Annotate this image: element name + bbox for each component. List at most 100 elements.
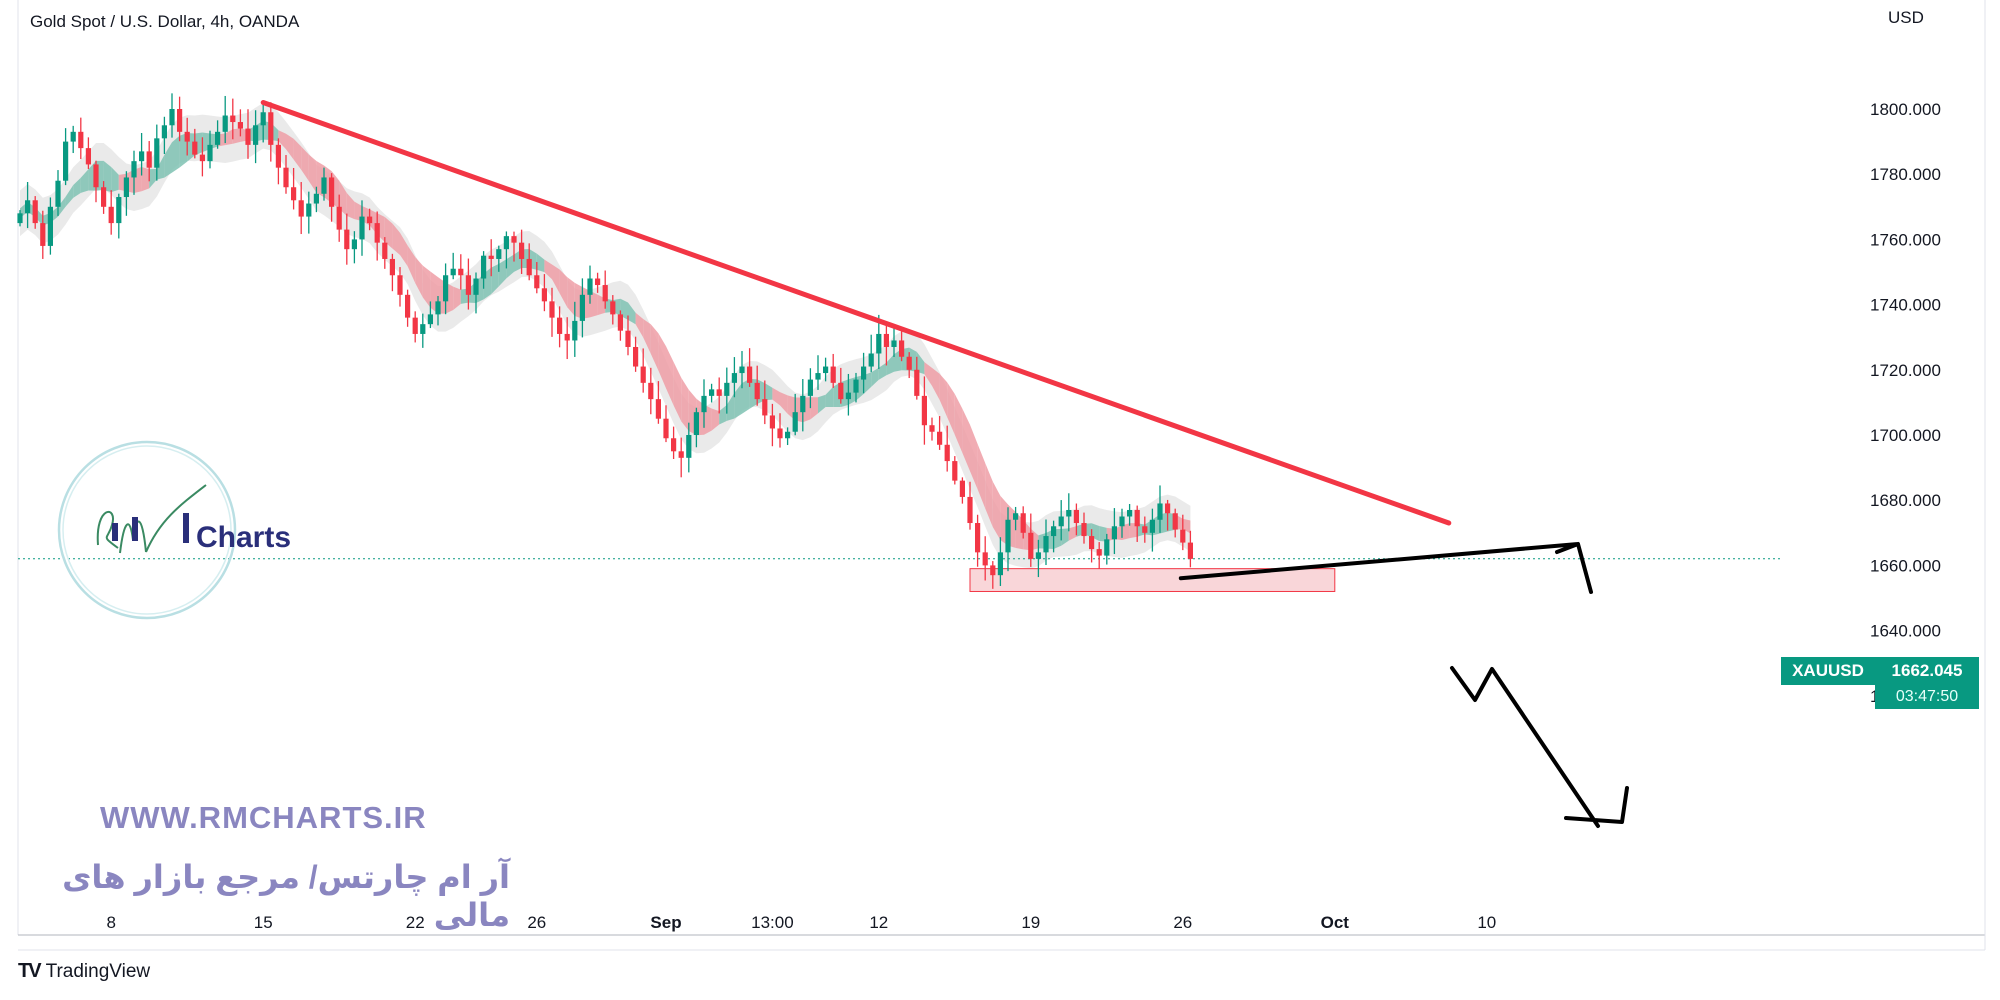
candle[interactable]: [610, 295, 616, 325]
candle[interactable]: [32, 196, 38, 229]
candle[interactable]: [617, 310, 623, 341]
candle[interactable]: [792, 393, 798, 436]
candle[interactable]: [648, 367, 654, 415]
candle[interactable]: [823, 357, 829, 382]
candle[interactable]: [769, 403, 775, 447]
candle[interactable]: [1020, 506, 1026, 539]
candle[interactable]: [359, 200, 365, 256]
candle[interactable]: [1043, 519, 1049, 566]
candle[interactable]: [1142, 516, 1148, 543]
candle[interactable]: [47, 197, 53, 255]
candle[interactable]: [557, 306, 563, 348]
candle[interactable]: [1157, 485, 1163, 533]
candle[interactable]: [1127, 504, 1133, 526]
candle[interactable]: [1013, 506, 1019, 531]
candle[interactable]: [230, 98, 236, 140]
candle[interactable]: [382, 237, 388, 269]
candle[interactable]: [283, 155, 289, 194]
candle[interactable]: [351, 231, 357, 264]
tradingview-brand[interactable]: TV TradingView: [18, 960, 150, 983]
candle[interactable]: [1165, 499, 1171, 531]
candle[interactable]: [952, 456, 958, 485]
candle[interactable]: [602, 270, 608, 309]
candle[interactable]: [777, 413, 783, 448]
candle[interactable]: [139, 133, 145, 176]
candle[interactable]: [701, 379, 707, 428]
candle[interactable]: [739, 351, 745, 389]
candle[interactable]: [519, 229, 525, 274]
candle[interactable]: [534, 262, 540, 294]
candle[interactable]: [549, 287, 555, 337]
candle[interactable]: [222, 95, 228, 144]
candle[interactable]: [374, 211, 380, 261]
candle[interactable]: [1187, 530, 1193, 568]
candle[interactable]: [473, 272, 479, 314]
candle[interactable]: [914, 356, 920, 400]
candle[interactable]: [313, 186, 319, 213]
candle[interactable]: [63, 128, 69, 186]
candle[interactable]: [671, 426, 677, 460]
candle[interactable]: [959, 477, 965, 504]
candle[interactable]: [131, 150, 137, 195]
candle[interactable]: [1073, 503, 1079, 536]
candle[interactable]: [663, 405, 669, 443]
candle[interactable]: [397, 267, 403, 307]
candle[interactable]: [215, 120, 221, 149]
candle[interactable]: [921, 376, 927, 445]
candle[interactable]: [443, 263, 449, 315]
candle[interactable]: [838, 367, 844, 404]
candle[interactable]: [321, 167, 327, 201]
candle[interactable]: [367, 208, 373, 231]
candle[interactable]: [55, 170, 61, 216]
candle[interactable]: [1066, 493, 1072, 532]
candle[interactable]: [78, 117, 84, 160]
candle[interactable]: [412, 311, 418, 343]
candle[interactable]: [1134, 505, 1140, 542]
candle[interactable]: [625, 315, 631, 356]
candle[interactable]: [260, 104, 266, 143]
candle[interactable]: [640, 348, 646, 393]
candle[interactable]: [1111, 508, 1117, 555]
candle[interactable]: [481, 251, 487, 289]
candle[interactable]: [420, 313, 426, 348]
candle[interactable]: [306, 191, 312, 234]
candle[interactable]: [70, 125, 76, 154]
candle[interactable]: [716, 377, 722, 414]
candle[interactable]: [1180, 514, 1186, 551]
support-zone[interactable]: [969, 568, 1336, 592]
candle[interactable]: [526, 243, 532, 281]
candle[interactable]: [1149, 508, 1155, 552]
candle[interactable]: [116, 193, 122, 239]
candle[interactable]: [1005, 507, 1011, 572]
candle[interactable]: [1119, 508, 1125, 538]
bearish-arrow[interactable]: [1450, 666, 1629, 828]
candle[interactable]: [169, 93, 175, 138]
candle[interactable]: [975, 514, 981, 567]
candle[interactable]: [724, 367, 730, 414]
candle[interactable]: [336, 194, 342, 242]
candle[interactable]: [807, 368, 813, 409]
candle[interactable]: [458, 254, 464, 290]
candle[interactable]: [754, 365, 760, 406]
candle[interactable]: [146, 141, 152, 182]
candle[interactable]: [108, 190, 114, 235]
candle[interactable]: [861, 352, 867, 394]
candle[interactable]: [1058, 500, 1064, 541]
candle[interactable]: [199, 137, 205, 177]
candle[interactable]: [161, 116, 167, 154]
candle[interactable]: [465, 258, 471, 310]
candle[interactable]: [678, 437, 684, 478]
candle[interactable]: [184, 117, 190, 156]
candle[interactable]: [344, 213, 350, 265]
candle[interactable]: [40, 210, 46, 259]
candle[interactable]: [1051, 520, 1057, 553]
candle[interactable]: [982, 536, 988, 581]
candle[interactable]: [1089, 529, 1095, 563]
candle[interactable]: [253, 110, 259, 164]
candle[interactable]: [883, 322, 889, 366]
candle[interactable]: [868, 334, 874, 373]
candle[interactable]: [389, 253, 395, 292]
candle[interactable]: [564, 317, 570, 360]
candle[interactable]: [785, 427, 791, 446]
candle[interactable]: [731, 357, 737, 398]
